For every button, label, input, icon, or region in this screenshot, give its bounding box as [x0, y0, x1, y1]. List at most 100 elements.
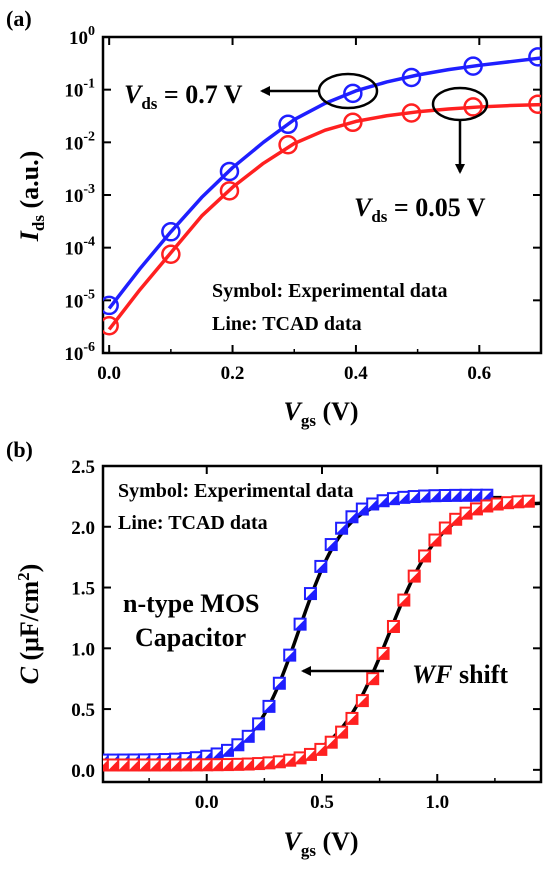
series-layer-a: [103, 47, 541, 336]
x-axis-label-b: Vgs (V): [283, 827, 358, 860]
data-point-b-1: [366, 672, 380, 686]
data-point-b-1: [355, 694, 369, 708]
data-point-b-1: [262, 756, 276, 770]
y-tick-label-a: 100: [69, 24, 95, 49]
panel-b: (b) 0.0 0.5 1.0 0.0 0.5 1.0 1.5 2.0 2.5 C (μF/cm…: [6, 437, 543, 860]
panel-label-a: (a): [6, 6, 32, 31]
data-point-b-0: [438, 489, 452, 503]
data-point-b-1: [303, 747, 317, 761]
x-tick-label-b: 0.5: [310, 792, 334, 813]
annotation-vds-07: Vds = 0.7 V: [124, 80, 243, 113]
x-axis-label-a: Vgs (V): [283, 397, 358, 430]
data-point-b-1: [376, 646, 390, 660]
tcad-line-a-1: [107, 102, 541, 331]
annotation-vds-005: Vds = 0.05 V: [354, 193, 486, 226]
y-tick-label-a: 10-1: [64, 77, 95, 102]
data-point-b-1: [137, 758, 151, 772]
data-point-b-0: [449, 488, 463, 502]
y-tick-label-b: 2.0: [71, 518, 95, 539]
data-point-b-1: [127, 758, 141, 772]
data-point-b-1: [283, 753, 297, 767]
annotation-nmos: n-type MOS: [123, 589, 260, 618]
data-point-a-1: [103, 315, 119, 336]
data-point-b-1: [449, 512, 463, 526]
data-point-b-1: [231, 757, 245, 771]
data-point-b-0: [303, 587, 317, 601]
y-tick-label-a: 10-4: [64, 235, 95, 260]
y-tick-label-b: 2.5: [71, 457, 95, 478]
data-point-b-1: [418, 549, 432, 563]
data-point-b-0: [469, 488, 483, 502]
note-line-a: Line: TCAD data: [212, 313, 362, 335]
data-point-b-1: [428, 533, 442, 547]
y-tick-label-a: 10-6: [64, 340, 95, 365]
annotation-capacitor: Capacitor: [135, 623, 246, 652]
data-point-b-1: [210, 758, 224, 772]
data-point-b-0: [345, 510, 359, 524]
data-point-b-0: [324, 538, 338, 552]
data-point-b-1: [335, 725, 349, 739]
note-symbol-a: Symbol: Experimental data: [212, 280, 448, 302]
data-point-b-1: [252, 757, 266, 771]
data-point-b-0: [252, 717, 266, 731]
data-point-b-1: [293, 751, 307, 765]
data-point-b-1: [469, 502, 483, 516]
data-point-b-1: [241, 757, 255, 771]
series-layer-b: [103, 488, 541, 772]
data-point-b-0: [428, 489, 442, 503]
data-point-b-0: [459, 488, 473, 502]
axes-a: 0.0 0.2 0.4 0.6 10-6 10-5 10-4 10-3 10-2 10-1 100: [64, 24, 541, 384]
data-point-b-0: [293, 617, 307, 631]
y-tick-label-a: 10-3: [64, 182, 95, 207]
data-point-a-1: [401, 103, 422, 123]
data-point-a-0: [278, 114, 298, 135]
x-tick-label-a: 0.2: [221, 363, 245, 384]
data-point-b-1: [521, 494, 535, 508]
data-point-b-1: [459, 506, 473, 520]
x-tick-label-a: 0.0: [97, 363, 121, 384]
data-point-b-1: [314, 742, 328, 756]
x-tick-label-b: 0.0: [195, 792, 219, 813]
x-tick-label-a: 0.4: [344, 363, 368, 384]
data-point-b-1: [438, 521, 452, 535]
data-point-b-1: [200, 758, 214, 772]
data-point-a-1: [463, 97, 483, 117]
data-point-b-1: [407, 569, 421, 583]
data-point-b-0: [314, 559, 328, 573]
x-tick-label-a: 0.6: [467, 363, 491, 384]
data-point-b-1: [158, 758, 172, 772]
panel-label-b: (b): [6, 437, 33, 462]
data-point-a-1: [161, 244, 181, 264]
data-point-a-1: [219, 181, 240, 201]
data-point-a-0: [103, 295, 119, 316]
data-point-b-0: [220, 743, 234, 757]
data-point-a-1: [278, 134, 298, 155]
data-point-b-0: [210, 747, 224, 761]
data-point-b-1: [511, 495, 525, 509]
data-point-b-0: [407, 490, 421, 504]
data-point-a-0: [343, 83, 363, 104]
data-point-b-1: [189, 758, 203, 772]
data-point-b-1: [501, 496, 515, 510]
data-point-b-1: [220, 758, 234, 772]
y-axis-label-b: C (μF/cm2): [14, 564, 44, 685]
data-point-a-0: [463, 56, 483, 76]
y-tick-label-b: 1.5: [71, 579, 95, 600]
data-point-b-1: [179, 758, 193, 772]
data-point-b-1: [117, 758, 131, 772]
data-point-b-1: [480, 499, 494, 513]
data-point-b-1: [490, 497, 504, 511]
highlight-ellipse-red: [431, 86, 489, 122]
data-point-a-0: [219, 161, 240, 182]
x-tick-label-b: 1.0: [425, 792, 449, 813]
data-point-a-1: [343, 112, 363, 133]
y-tick-label-b: 0.5: [71, 700, 95, 721]
data-point-a-1: [528, 94, 541, 114]
data-point-b-0: [231, 738, 245, 752]
axes-b: 0.0 0.5 1.0 0.0 0.5 1.0 1.5 2.0 2.5: [71, 457, 541, 813]
data-point-b-0: [366, 497, 380, 511]
data-point-a-0: [161, 222, 181, 242]
data-point-b-1: [148, 758, 162, 772]
data-point-b-1: [103, 758, 110, 772]
